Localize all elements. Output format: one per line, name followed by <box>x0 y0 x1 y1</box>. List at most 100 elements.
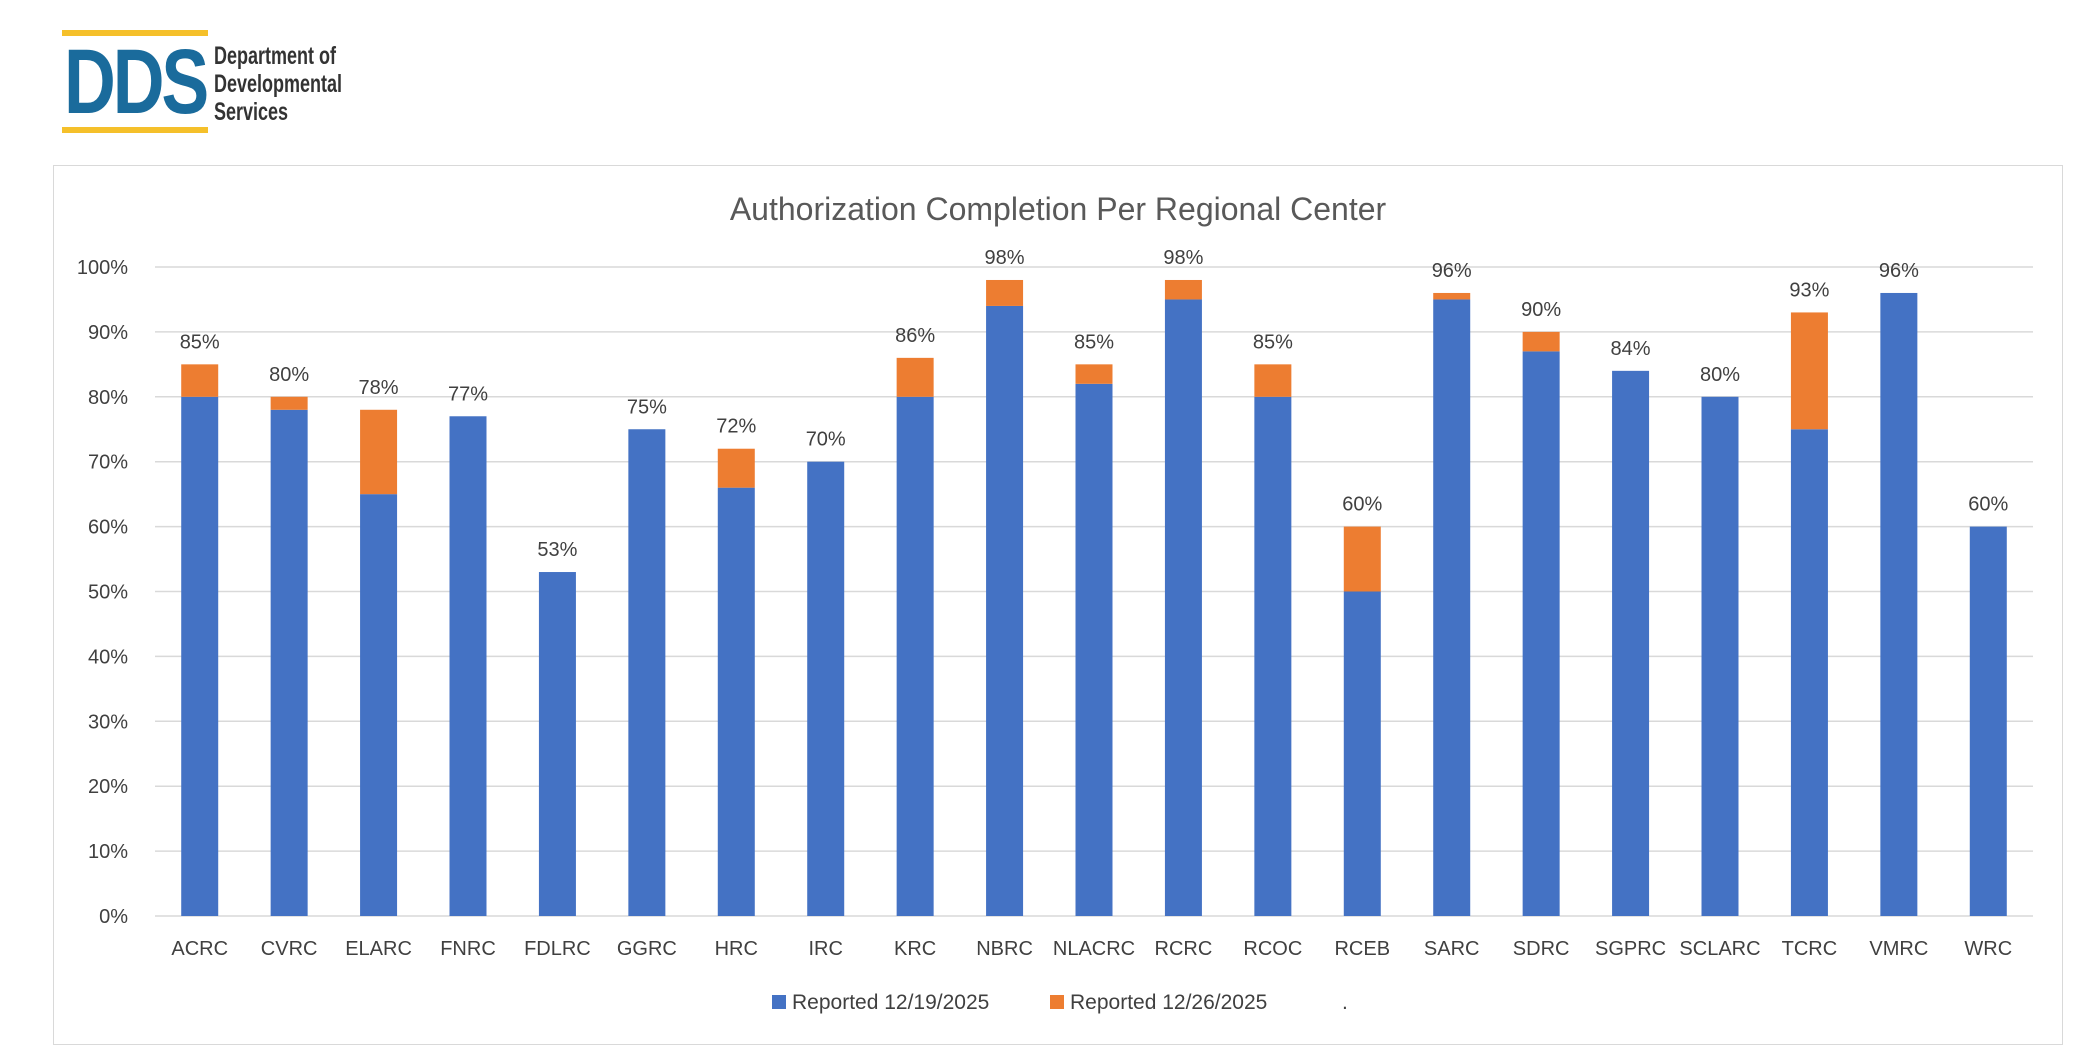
bar-segment-1 <box>986 305 1024 916</box>
legend-label: Reported 12/26/2025 <box>1070 991 1267 1014</box>
bar-segment-1 <box>449 416 487 916</box>
x-tick-label: KRC <box>894 938 936 960</box>
y-tick-label: 70% <box>88 452 128 474</box>
legend-swatch <box>772 995 786 1009</box>
legend-extra: . <box>1342 991 1348 1014</box>
data-label: 98% <box>985 247 1025 269</box>
x-tick-label: WRC <box>1964 938 2012 960</box>
bar-segment-2 <box>1075 364 1113 384</box>
bar-segment-1 <box>628 429 666 916</box>
data-label: 93% <box>1789 279 1829 301</box>
data-label: 96% <box>1879 260 1919 282</box>
logo-line: Department of <box>214 42 337 70</box>
y-tick-label: 50% <box>88 582 128 604</box>
logo-name: Department of Developmental Services <box>214 42 342 126</box>
bar-segment-2 <box>1522 331 1560 352</box>
bar-segment-2 <box>270 396 308 410</box>
data-label: 60% <box>1968 494 2008 516</box>
bar-segment-2 <box>1433 292 1471 300</box>
bar-segment-1 <box>1075 383 1113 916</box>
data-label: 98% <box>1163 247 1203 269</box>
data-label: 85% <box>1253 331 1293 353</box>
y-tick-label: 100% <box>77 257 128 279</box>
data-label: 96% <box>1432 260 1472 282</box>
data-label: 75% <box>627 396 667 418</box>
data-label: 86% <box>895 325 935 347</box>
x-tick-label: SDRC <box>1513 938 1570 960</box>
logo-bar-bottom <box>62 127 208 133</box>
bar-segment-1 <box>1701 396 1739 916</box>
x-tick-label: NLACRC <box>1053 938 1135 960</box>
data-label: 80% <box>1700 364 1740 386</box>
bar-segment-1 <box>807 461 845 916</box>
bar-segment-1 <box>270 409 308 916</box>
bar-segment-1 <box>1522 351 1560 916</box>
bar-segment-2 <box>360 409 398 495</box>
data-label: 84% <box>1611 338 1651 360</box>
bar-segment-2 <box>986 279 1024 306</box>
bar-segment-1 <box>538 572 576 916</box>
bar-segment-2 <box>896 357 934 397</box>
x-tick-label: TCRC <box>1782 938 1838 960</box>
x-tick-label: RCOC <box>1243 938 1302 960</box>
logo-abbr: DDS <box>64 31 209 133</box>
x-tick-label: ACRC <box>171 938 228 960</box>
data-label: 90% <box>1521 299 1561 321</box>
data-label: 72% <box>716 416 756 438</box>
y-tick-label: 80% <box>88 387 128 409</box>
x-tick-label: FNRC <box>440 938 496 960</box>
legend-swatch <box>1050 995 1064 1009</box>
y-tick-label: 90% <box>88 322 128 344</box>
y-tick-label: 10% <box>88 841 128 863</box>
bar-segment-1 <box>1164 299 1202 916</box>
logo-line: Services <box>214 98 289 126</box>
bar-segment-2 <box>1343 526 1381 592</box>
x-tick-label: HRC <box>715 938 758 960</box>
bar-segment-1 <box>896 396 934 916</box>
data-label: 78% <box>359 377 399 399</box>
x-tick-label: GGRC <box>617 938 677 960</box>
chart-container <box>53 165 2063 1045</box>
bar-segment-2 <box>717 448 755 488</box>
y-tick-label: 0% <box>99 906 128 928</box>
bar-segment-2 <box>1790 312 1828 430</box>
x-tick-label: IRC <box>808 938 842 960</box>
data-label: 80% <box>269 364 309 386</box>
bar-segment-1 <box>181 396 219 916</box>
data-label: 53% <box>537 539 577 561</box>
y-tick-label: 30% <box>88 711 128 733</box>
bar-segment-2 <box>181 364 219 397</box>
y-tick-label: 40% <box>88 646 128 668</box>
bar-segment-1 <box>1254 396 1292 916</box>
bar-segment-1 <box>1880 292 1918 917</box>
x-tick-label: CVRC <box>261 938 318 960</box>
bar-segment-1 <box>360 494 398 916</box>
data-label: 60% <box>1342 494 1382 516</box>
x-tick-label: SCLARC <box>1679 938 1760 960</box>
bar-segment-2 <box>1164 279 1202 300</box>
bar-segment-2 <box>1254 364 1292 397</box>
x-tick-label: RCEB <box>1334 938 1390 960</box>
logo-line: Developmental <box>214 70 343 98</box>
logo-bar-top <box>62 30 208 36</box>
bar-segment-1 <box>1969 526 2007 916</box>
data-label: 85% <box>1074 331 1114 353</box>
x-tick-label: NBRC <box>976 938 1033 960</box>
x-tick-label: SGPRC <box>1595 938 1666 960</box>
bar-segment-1 <box>1790 429 1828 916</box>
x-tick-label: SARC <box>1424 938 1480 960</box>
data-label: 85% <box>180 331 220 353</box>
chart-title: Authorization Completion Per Regional Ce… <box>730 191 1387 227</box>
bar-segment-1 <box>1612 370 1650 917</box>
y-tick-label: 20% <box>88 776 128 798</box>
x-tick-label: FDLRC <box>524 938 591 960</box>
x-tick-label: RCRC <box>1155 938 1213 960</box>
x-tick-label: ELARC <box>345 938 412 960</box>
bar-segment-1 <box>717 487 755 916</box>
data-label: 70% <box>806 429 846 451</box>
legend-label: Reported 12/19/2025 <box>792 991 989 1014</box>
bar-segment-1 <box>1343 591 1381 916</box>
x-tick-label: VMRC <box>1869 938 1928 960</box>
data-label: 77% <box>448 383 488 405</box>
